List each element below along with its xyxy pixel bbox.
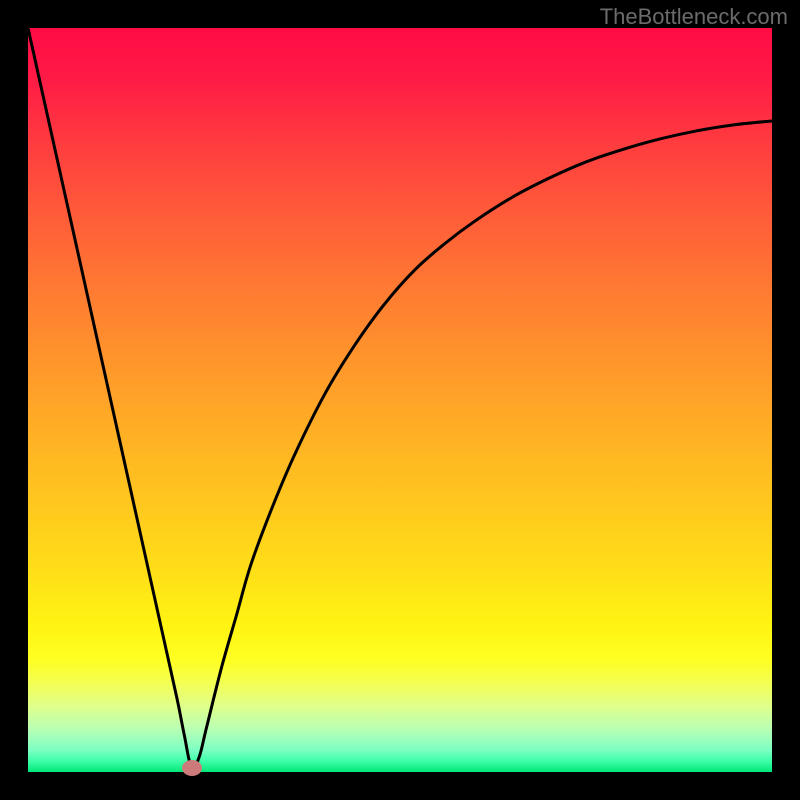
plot-area [28,28,772,772]
optimal-point-marker [182,760,202,776]
watermark-text: TheBottleneck.com [600,4,788,30]
bottleneck-curve [28,28,772,772]
chart-container: TheBottleneck.com [0,0,800,800]
